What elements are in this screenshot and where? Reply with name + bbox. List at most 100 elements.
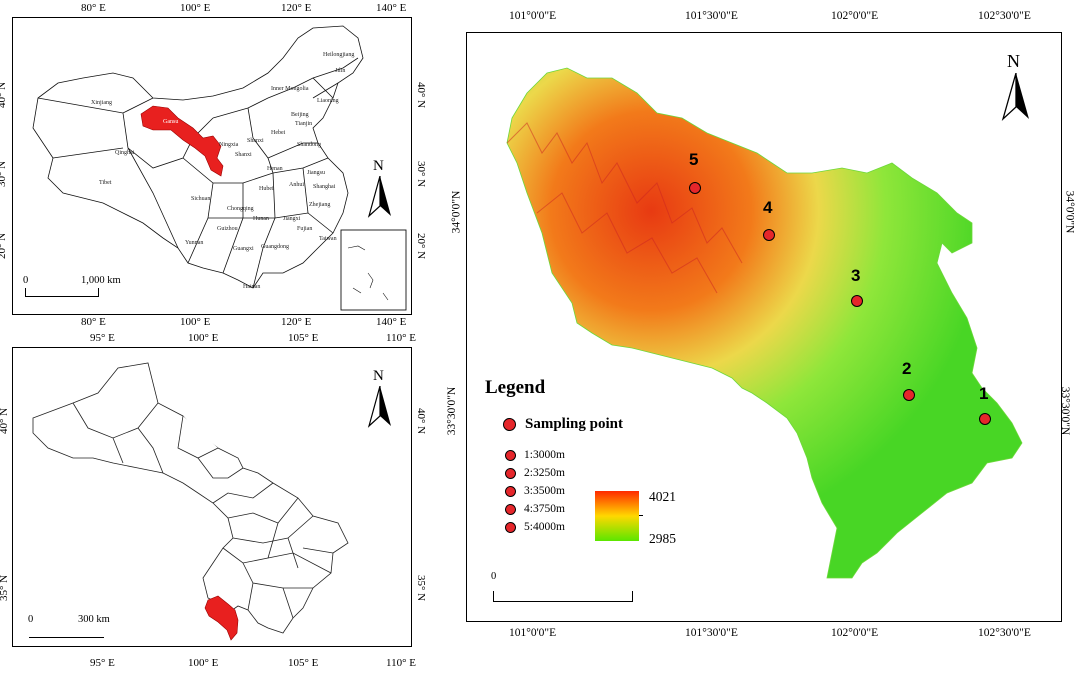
elevation-ramp	[595, 491, 639, 541]
study-bottom-tick: 101°0'0"E	[509, 627, 557, 639]
scale-end-label: 300 km	[78, 614, 110, 625]
study-left-tick: 33°30'0"N	[446, 386, 459, 436]
province-label: Xinjiang	[91, 100, 112, 106]
ramp-min-label: 2985	[649, 531, 676, 546]
china-map-panel: 80° E 100° E 120° E 140° E	[0, 0, 440, 335]
sampling-point-icon	[505, 503, 516, 515]
gansu-map-frame: N 0 300 km	[12, 347, 412, 647]
gansu-bottom-tick: 100° E	[188, 657, 219, 669]
china-top-tick: 140° E	[376, 2, 407, 14]
sampling-point-icon	[505, 521, 516, 533]
gansu-top-tick: 110° E	[386, 332, 416, 344]
china-map-frame: Heilongjiang Jilin Inner Mongolia Liaoni…	[12, 17, 412, 315]
gansu-top-tick: 105° E	[288, 332, 319, 344]
legend-item: 2:3250m	[505, 467, 565, 479]
province-label: Shanghai	[313, 184, 336, 190]
province-label: Guizhou	[217, 226, 238, 232]
study-top-tick: 101°0'0"E	[509, 10, 557, 22]
study-top-tick: 102°30'0"E	[978, 10, 1031, 22]
china-top-tick: 120° E	[281, 2, 312, 14]
scale-end-label: 1,000 km	[81, 275, 121, 286]
study-bottom-tick: 101°30'0"E	[685, 627, 738, 639]
province-label: Guangxi	[233, 246, 254, 252]
province-label: Jiangsu	[307, 170, 325, 176]
province-label: Jiangxi	[283, 216, 301, 222]
study-top-tick: 101°30'0"E	[685, 10, 738, 22]
study-bottom-tick: 102°30'0"E	[978, 627, 1031, 639]
province-label: Hebei	[271, 130, 286, 136]
sampling-point-icon	[503, 418, 516, 431]
legend-main-item: Sampling point	[503, 416, 623, 433]
gansu-bottom-tick: 95° E	[90, 657, 115, 669]
province-label: Yunnan	[185, 240, 204, 246]
point-label: 4	[763, 198, 773, 217]
china-outline	[32, 25, 407, 311]
gansu-top-tick: 95° E	[90, 332, 115, 344]
gansu-left-tick: 40° N	[0, 408, 11, 435]
legend-item: 3:3500m	[505, 485, 565, 497]
china-bottom-tick: 80° E	[81, 316, 106, 328]
china-left-tick: 30° N	[0, 161, 9, 188]
china-left-tick: 40° N	[0, 82, 9, 109]
scale-start-label: 0	[28, 614, 34, 625]
province-label: Hubei	[259, 186, 274, 192]
legend-title: Legend	[485, 377, 546, 398]
china-bottom-tick: 120° E	[281, 316, 312, 328]
study-area-panel: 101°0'0"E 101°30'0"E 102°0'0"E 102°30'0"…	[440, 0, 1084, 673]
study-bottom-tick: 102°0'0"E	[831, 627, 879, 639]
province-label: Henan	[267, 166, 283, 172]
province-label: Shanxi	[235, 152, 252, 158]
gansu-map-panel: 95° E 100° E 105° E 110° E	[0, 332, 440, 673]
gansu-right-tick: 40° N	[415, 407, 428, 435]
north-arrow-icon: N	[999, 51, 1033, 122]
legend-item: 1:3000m	[505, 449, 565, 461]
scale-start-label: 0	[491, 571, 497, 582]
point-label: 2	[902, 359, 912, 378]
gansu-right-tick: 35° N	[415, 574, 428, 602]
province-label: Heilongjiang	[323, 52, 355, 58]
gansu-bottom-tick: 110° E	[386, 657, 416, 669]
sampling-point	[763, 229, 775, 241]
sampling-point-icon	[505, 485, 516, 497]
province-label: Tianjin	[295, 121, 313, 127]
china-bottom-tick: 140° E	[376, 316, 407, 328]
gansu-scale-bar	[29, 637, 104, 638]
study-top-tick: 102°0'0"E	[831, 10, 879, 22]
north-arrow-icon: N	[365, 368, 395, 428]
gansu-left-tick: 35° N	[0, 575, 11, 602]
north-arrow-icon: N	[365, 158, 395, 218]
sampling-point	[903, 389, 915, 401]
study-map-frame: N 5 4 3 2 1 Legend Sampling point 1:3000…	[466, 32, 1062, 622]
legend-item: 4:3750m	[505, 503, 565, 515]
province-label: Liaoning	[317, 98, 339, 104]
province-label: Ningxia	[219, 142, 239, 148]
point-label: 3	[851, 266, 861, 285]
scale-start-label: 0	[23, 275, 29, 286]
province-label: Tibet	[99, 180, 112, 186]
china-bottom-tick: 100° E	[180, 316, 211, 328]
province-label: Taiwan	[319, 236, 337, 242]
sampling-point	[979, 413, 991, 425]
province-label: Shandong	[297, 142, 321, 148]
study-area-highlight	[204, 595, 239, 641]
province-label: Chongqing	[227, 206, 254, 212]
province-label: Inner Mongolia	[271, 86, 309, 92]
study-scale-bar	[493, 591, 633, 602]
sampling-point	[689, 182, 701, 194]
province-label: Beijing	[291, 112, 309, 118]
ramp-tick	[639, 515, 643, 516]
china-right-tick: 40° N	[415, 81, 428, 109]
province-label: Hunan	[253, 216, 269, 222]
china-top-tick: 80° E	[81, 2, 106, 14]
study-right-tick: 33°30'0"N	[1059, 386, 1072, 436]
province-label: Fujian	[297, 226, 313, 232]
sampling-point-icon	[505, 449, 516, 461]
china-right-tick: 20° N	[415, 232, 428, 260]
study-right-tick: 34°0'0"N	[1063, 190, 1076, 234]
province-label: Guangdong	[261, 244, 289, 250]
province-label: Shanxi	[247, 138, 264, 144]
sampling-point	[851, 295, 863, 307]
study-left-tick: 34°0'0"N	[450, 190, 463, 234]
gansu-top-tick: 100° E	[188, 332, 219, 344]
gansu-highlight	[140, 105, 224, 177]
